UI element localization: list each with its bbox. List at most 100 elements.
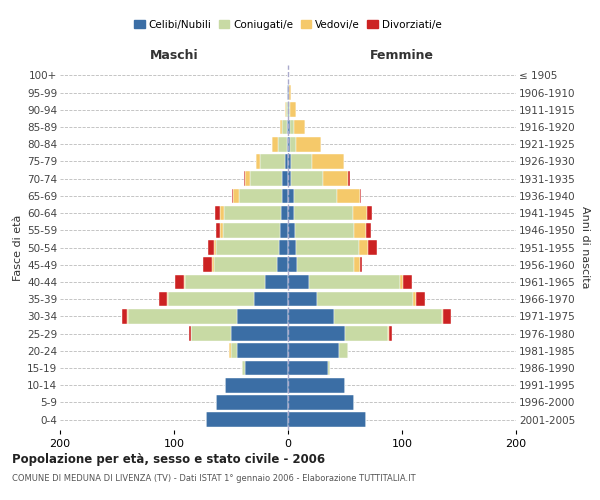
Bar xyxy=(223,223,280,238)
Bar xyxy=(244,172,245,186)
Bar xyxy=(280,120,283,134)
Bar xyxy=(345,326,388,341)
Bar xyxy=(323,172,349,186)
Bar xyxy=(288,137,290,152)
Bar xyxy=(354,258,360,272)
Bar xyxy=(212,258,214,272)
Bar xyxy=(288,412,365,427)
Bar xyxy=(289,102,290,117)
Bar xyxy=(443,309,451,324)
Bar xyxy=(288,85,289,100)
Bar xyxy=(231,326,288,341)
Y-axis label: Fasce di età: Fasce di età xyxy=(13,214,23,280)
Bar xyxy=(185,274,265,289)
Bar xyxy=(175,274,184,289)
Bar xyxy=(215,206,220,220)
Bar xyxy=(127,309,128,324)
Bar xyxy=(288,274,308,289)
Bar xyxy=(359,240,368,255)
Bar xyxy=(337,188,360,203)
Bar xyxy=(224,206,281,220)
Bar xyxy=(292,154,312,168)
Bar xyxy=(283,188,288,203)
Bar xyxy=(214,258,277,272)
Bar xyxy=(290,102,296,117)
Bar xyxy=(281,206,288,220)
Bar xyxy=(287,137,288,152)
Bar xyxy=(365,223,371,238)
Bar xyxy=(168,292,254,306)
Bar xyxy=(122,309,127,324)
Bar xyxy=(283,120,287,134)
Bar xyxy=(245,172,250,186)
Bar xyxy=(272,137,278,152)
Bar xyxy=(189,326,191,341)
Bar xyxy=(283,172,288,186)
Bar xyxy=(297,258,354,272)
Bar xyxy=(360,258,362,272)
Bar xyxy=(288,378,345,392)
Bar xyxy=(360,188,361,203)
Bar xyxy=(232,188,233,203)
Bar xyxy=(288,258,297,272)
Bar xyxy=(290,137,296,152)
Bar xyxy=(288,154,292,168)
Bar xyxy=(340,344,349,358)
Text: COMUNE DI MEDUNA DI LIVENZA (TV) - Dati ISTAT 1° gennaio 2006 - Elaborazione TUT: COMUNE DI MEDUNA DI LIVENZA (TV) - Dati … xyxy=(12,474,416,483)
Bar xyxy=(203,258,212,272)
Bar xyxy=(288,360,328,376)
Bar xyxy=(216,240,279,255)
Bar xyxy=(288,395,354,410)
Bar xyxy=(288,292,317,306)
Bar xyxy=(288,309,334,324)
Text: Femmine: Femmine xyxy=(370,48,434,62)
Bar xyxy=(294,120,305,134)
Bar xyxy=(256,154,260,168)
Bar xyxy=(288,120,290,134)
Bar xyxy=(288,102,289,117)
Bar xyxy=(308,274,400,289)
Bar xyxy=(288,326,345,341)
Bar xyxy=(226,378,288,392)
Y-axis label: Anni di nascita: Anni di nascita xyxy=(580,206,590,289)
Bar xyxy=(239,188,283,203)
Bar xyxy=(206,412,288,427)
Bar xyxy=(296,240,359,255)
Bar xyxy=(296,137,321,152)
Bar xyxy=(254,292,288,306)
Bar xyxy=(279,240,288,255)
Bar xyxy=(442,309,443,324)
Text: Popolazione per età, sesso e stato civile - 2006: Popolazione per età, sesso e stato civil… xyxy=(12,452,325,466)
Bar xyxy=(260,154,284,168)
Bar xyxy=(292,172,323,186)
Bar xyxy=(295,223,354,238)
Bar xyxy=(288,172,292,186)
Bar xyxy=(236,309,288,324)
Bar xyxy=(280,223,288,238)
Bar xyxy=(214,240,216,255)
Bar xyxy=(312,154,344,168)
Bar xyxy=(416,292,425,306)
Bar xyxy=(286,102,288,117)
Bar xyxy=(367,206,373,220)
Bar xyxy=(288,240,296,255)
Bar xyxy=(334,309,442,324)
Bar xyxy=(287,120,288,134)
Bar xyxy=(284,154,288,168)
Bar xyxy=(191,326,231,341)
Bar xyxy=(354,223,365,238)
Bar xyxy=(216,223,220,238)
Bar xyxy=(288,206,294,220)
Bar xyxy=(278,137,287,152)
Bar xyxy=(288,188,294,203)
Bar xyxy=(349,172,350,186)
Bar xyxy=(242,360,245,376)
Bar xyxy=(368,240,377,255)
Bar xyxy=(229,344,231,358)
Bar xyxy=(353,206,367,220)
Bar xyxy=(287,85,288,100)
Bar xyxy=(184,274,185,289)
Bar xyxy=(413,292,416,306)
Bar xyxy=(233,188,239,203)
Bar xyxy=(317,292,413,306)
